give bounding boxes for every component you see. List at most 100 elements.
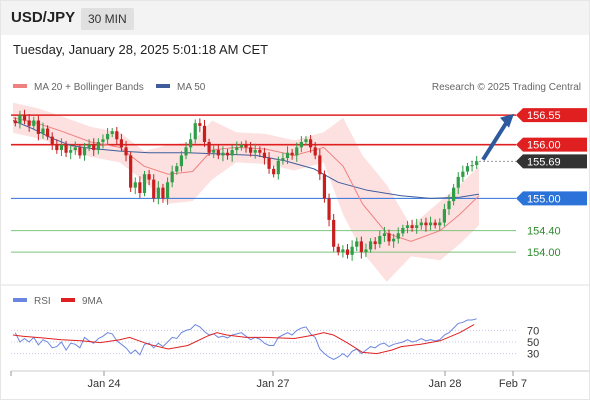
ma50-legend-swatch — [156, 84, 170, 88]
rsi-line — [14, 318, 477, 360]
level-label-155-00: 155.00 — [527, 193, 561, 205]
candle-body — [207, 141, 211, 153]
candle-body — [115, 131, 119, 140]
candle-body — [202, 125, 207, 142]
candle-body — [212, 150, 216, 153]
candle-body — [262, 152, 267, 159]
candle-body — [161, 187, 165, 199]
rsi-tick-70: 70 — [527, 325, 539, 337]
candle-body — [147, 174, 151, 180]
rsi-tick-50: 50 — [527, 337, 539, 349]
bollinger-band — [13, 102, 479, 282]
x-tick-label: Jan 27 — [256, 378, 289, 390]
candle-body — [27, 120, 31, 126]
candle-body — [267, 158, 271, 169]
rsi-ma-legend-swatch — [61, 298, 75, 302]
candle-body — [308, 139, 313, 148]
candle-body — [87, 144, 91, 148]
candle-body — [281, 158, 285, 161]
candle-body — [359, 241, 363, 253]
candle-body — [96, 141, 100, 151]
candle-body — [387, 233, 391, 242]
level-label-156-55: 156.55 — [527, 110, 561, 122]
candle-body — [258, 150, 262, 153]
candle-body — [401, 227, 405, 234]
candle-body — [198, 123, 202, 126]
price-legend: MA 20 + Bollinger Bands MA 50 Research ©… — [13, 82, 581, 93]
candle-body — [225, 152, 230, 156]
rsi-tick-30: 30 — [527, 349, 539, 361]
candle-body — [64, 144, 68, 153]
candle-body — [322, 174, 327, 199]
candle-body — [295, 147, 299, 156]
x-tick-label: Feb 7 — [499, 378, 527, 390]
candle-body — [50, 136, 54, 145]
candle-body — [290, 152, 294, 156]
candle-body — [170, 171, 174, 183]
candle-body — [124, 147, 128, 156]
candle-body — [46, 128, 50, 137]
candle-body — [396, 233, 400, 239]
level-label-154-40: 154.40 — [527, 226, 561, 238]
candle-body — [327, 198, 331, 220]
symbol-label: USD/JPY — [11, 9, 76, 26]
candle-body — [276, 160, 280, 175]
candle-body — [318, 155, 322, 175]
candle-body — [221, 152, 225, 156]
ma50-legend-label: MA 50 — [177, 82, 206, 93]
forecast-arrow-head — [500, 113, 514, 128]
level-tag-155-00 — [516, 191, 587, 206]
candle-body — [470, 165, 474, 167]
candle-body — [22, 115, 27, 121]
candle-body — [142, 174, 147, 194]
candle-body — [36, 120, 40, 134]
candle-body — [235, 147, 239, 151]
price-level-labels: 156.55 156.00 155.69 155.00 154.40 154.00 — [516, 108, 587, 259]
candle-body — [355, 241, 359, 247]
level-label-156-00: 156.00 — [527, 140, 561, 152]
interval-button[interactable]: 30 MIN — [81, 8, 134, 30]
level-tag-156-00 — [516, 137, 587, 152]
candle-body — [419, 222, 423, 226]
timestamp: Tuesday, January 28, 2025 5:01:18 AM CET — [13, 42, 269, 57]
ma20-legend-swatch — [13, 84, 27, 88]
candle-body — [452, 187, 456, 202]
candle-body — [59, 144, 64, 151]
candle-body — [313, 147, 317, 156]
candle-body — [129, 155, 133, 188]
candle-body — [341, 249, 345, 253]
candle-body — [249, 147, 253, 153]
candle-body — [105, 133, 110, 140]
candle-body — [332, 219, 336, 247]
candle-body — [272, 168, 276, 175]
candle-body — [101, 139, 105, 142]
candle-body — [364, 249, 368, 253]
candle-body — [378, 236, 382, 245]
level-tag-155-69 — [516, 154, 587, 169]
candle-body — [304, 139, 308, 142]
rsi-legend-swatch — [13, 298, 27, 302]
chart-header: USD/JPY 30 MIN — [1, 1, 589, 35]
candle-body — [373, 241, 377, 245]
candle-body — [13, 120, 17, 124]
candle-body — [475, 161, 479, 166]
candle-body — [179, 155, 184, 167]
ma50-line — [12, 120, 480, 199]
candle-body — [239, 144, 243, 148]
candlesticks — [13, 109, 479, 261]
candle-body — [447, 201, 451, 210]
x-axis: Jan 24 Jan 27 Jan 28 Feb 7 — [10, 371, 527, 390]
candle-body — [382, 233, 387, 237]
source-label: Research © 2025 Trading Central — [432, 82, 581, 93]
ma20-legend-label: MA 20 + Bollinger Bands — [34, 82, 144, 93]
candle-body — [133, 182, 137, 188]
x-tick-label: Jan 24 — [87, 378, 120, 390]
candle-body — [55, 144, 59, 151]
candle-body — [244, 144, 248, 148]
candle-body — [438, 222, 442, 226]
candle-body — [350, 246, 354, 255]
candle-body — [336, 246, 340, 253]
candle-body — [216, 150, 220, 156]
